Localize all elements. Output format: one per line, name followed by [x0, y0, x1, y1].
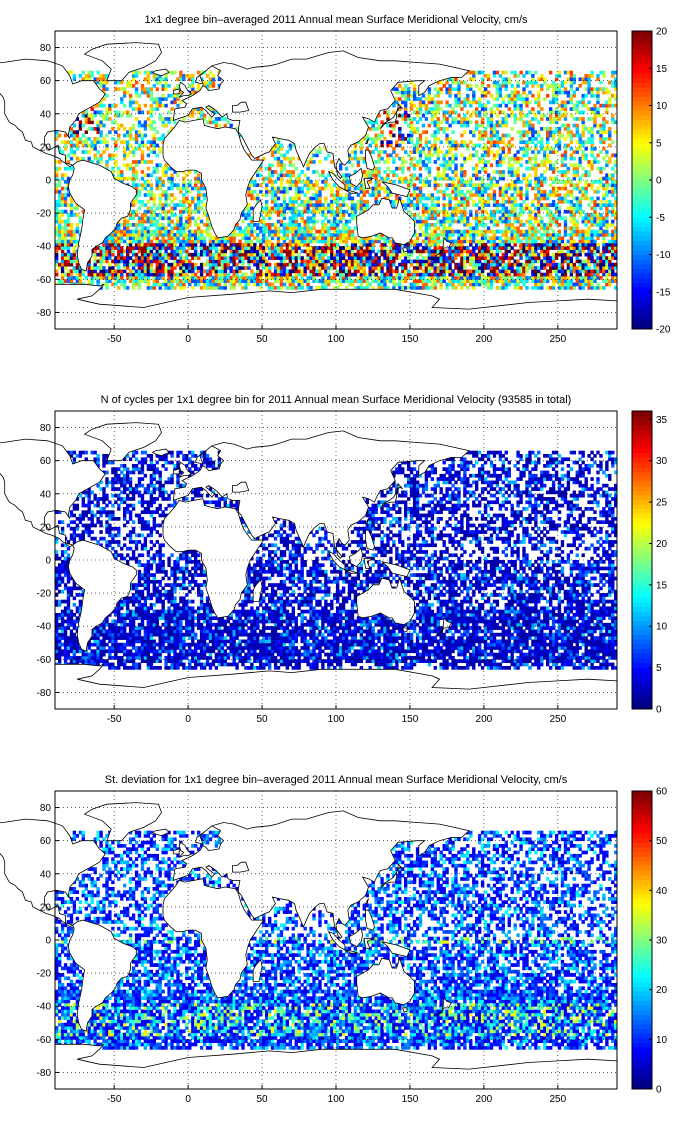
data-field — [55, 70, 618, 290]
x-tick-label: 50 — [256, 1094, 268, 1105]
x-tick-label: -50 — [107, 714, 122, 725]
y-tick-label: 20 — [40, 142, 52, 153]
colorbar-tick-label: 15 — [656, 64, 668, 75]
x-tick-label: 250 — [549, 1094, 566, 1105]
y-tick-label: 40 — [40, 489, 52, 500]
colorbar-tick-label: 20 — [656, 27, 668, 38]
colorbar-tick-label: 0 — [656, 1085, 662, 1096]
x-tick-label: 100 — [328, 334, 345, 345]
y-tick-label: -20 — [37, 969, 52, 980]
y-tick-label: 60 — [40, 76, 52, 87]
colorbar-tick-label: -20 — [656, 325, 671, 336]
colorbar-tick-label: 30 — [656, 456, 668, 467]
coastlines — [0, 422, 618, 710]
x-tick-label: 50 — [256, 334, 268, 345]
chart-title: N of cycles per 1x1 degree bin for 2011 … — [101, 394, 572, 406]
y-tick-label: -20 — [37, 209, 52, 220]
y-tick-label: -20 — [37, 589, 52, 600]
colorbar-tick-label: -5 — [656, 213, 665, 224]
colorbar-tick-label: 35 — [656, 415, 668, 426]
x-tick-label: 250 — [549, 714, 566, 725]
colorbar-tick-label: 10 — [656, 101, 668, 112]
colorbar-tick-label: 50 — [656, 836, 668, 847]
y-tick-label: -60 — [37, 1035, 52, 1046]
x-tick-label: 150 — [402, 1094, 419, 1105]
y-tick-label: 80 — [40, 803, 52, 814]
colorbar-tick-label: 10 — [656, 1035, 668, 1046]
x-tick-label: 200 — [476, 714, 493, 725]
grid — [55, 31, 617, 329]
x-tick-label: 100 — [328, 714, 345, 725]
x-tick-label: -50 — [107, 334, 122, 345]
x-tick-label: 250 — [549, 334, 566, 345]
y-tick-label: -80 — [37, 688, 52, 699]
coastlines — [0, 802, 618, 1090]
x-tick-label: 150 — [402, 714, 419, 725]
colorbar-tick-label: 30 — [656, 936, 668, 947]
y-tick-label: -80 — [37, 1068, 52, 1079]
y-tick-label: -40 — [37, 622, 52, 633]
y-tick-label: 60 — [40, 456, 52, 467]
data-field — [55, 450, 618, 670]
y-tick-label: -40 — [37, 242, 52, 253]
colorbar: 20 15 10 5 0 -5 -10 -15 -20 — [631, 27, 671, 336]
grid — [55, 411, 617, 709]
x-tick-label: 150 — [402, 334, 419, 345]
y-tick-label: -60 — [37, 655, 52, 666]
chart-title: St. deviation for 1x1 degree bin–average… — [105, 774, 568, 786]
grid — [55, 791, 617, 1089]
y-tick-label: 80 — [40, 43, 52, 54]
y-tick-label: -40 — [37, 1002, 52, 1013]
x-tick-label: 200 — [476, 1094, 493, 1105]
colorbar-tick-label: 60 — [656, 787, 668, 798]
x-tick-label: 50 — [256, 714, 268, 725]
coastlines — [0, 42, 618, 330]
colorbar-tick-label: -15 — [656, 287, 671, 298]
x-tick-label: 100 — [328, 1094, 345, 1105]
colorbar-tick-label: 5 — [656, 138, 662, 149]
x-tick-label: 0 — [185, 714, 191, 725]
panel-3: -50 0 50 100 150 200 250806040200-20-40-60-80S… — [0, 774, 668, 1105]
x-tick-label: -50 — [107, 1094, 122, 1105]
y-tick-label: 80 — [40, 423, 52, 434]
data-field — [55, 830, 618, 1050]
colorbar-tick-label: 0 — [656, 176, 662, 187]
colorbar-tick-label: 25 — [656, 498, 668, 509]
colorbar-tick-label: 10 — [656, 622, 668, 633]
colorbar-tick-label: 20 — [656, 539, 668, 550]
y-tick-label: 40 — [40, 869, 52, 880]
panel-2: -50 0 50 100 150 200 250806040200-20-40-60-80N… — [0, 394, 668, 725]
y-tick-label: 60 — [40, 836, 52, 847]
y-tick-label: 0 — [45, 176, 51, 187]
y-tick-label: -80 — [37, 308, 52, 319]
y-tick-label: 20 — [40, 522, 52, 533]
x-tick-label: 0 — [185, 334, 191, 345]
chart-title: 1x1 degree bin–averaged 2011 Annual mean… — [145, 14, 528, 26]
y-tick-label: 40 — [40, 109, 52, 120]
colorbar-tick-label: 40 — [656, 886, 668, 897]
panel-1: -50 0 50 100 150 200 250806040200-20-40-60-801… — [0, 14, 671, 345]
y-tick-label: 20 — [40, 902, 52, 913]
x-tick-label: 0 — [185, 1094, 191, 1105]
y-tick-label: 0 — [45, 556, 51, 567]
colorbar-tick-label: 20 — [656, 985, 668, 996]
y-tick-label: 0 — [45, 936, 51, 947]
colorbar-tick-label: -10 — [656, 250, 671, 261]
colorbar-tick-label: 15 — [656, 580, 668, 591]
colorbar-tick-label: 5 — [656, 663, 662, 674]
y-tick-label: -60 — [37, 275, 52, 286]
colorbar-tick-label: 0 — [656, 705, 662, 716]
x-tick-label: 200 — [476, 334, 493, 345]
colorbar: 35 30 25 20 15 10 5 0 — [631, 410, 668, 716]
colorbar: 60 50 40 30 20 10 0 — [631, 787, 668, 1096]
